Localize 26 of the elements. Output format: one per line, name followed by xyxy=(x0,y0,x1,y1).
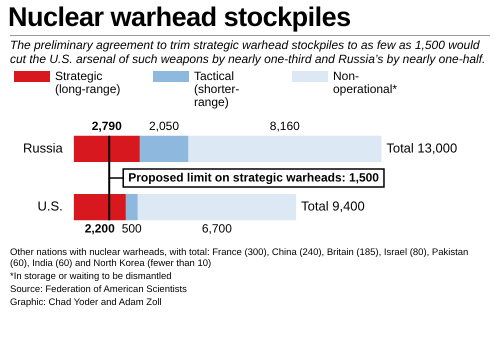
y-tick-label: Russia xyxy=(22,140,64,156)
data-label: 2,200 xyxy=(84,222,116,236)
ref-line-label: Proposed limit on strategic warheads: 1,500 xyxy=(128,170,380,184)
bar xyxy=(74,136,140,162)
legend-label: Non-operational* xyxy=(333,69,398,96)
data-label: 2,790 xyxy=(92,119,122,134)
chart-subtitle: The preliminary agreement to trim strategic warhead stockpiles to as few as 1,500 would cut the U.S. arsenal of such weapons by nearly one-third and Russia’s by nearly one-half. xyxy=(10,35,490,66)
legend-label: Strategic (long-range) xyxy=(55,69,122,96)
bar xyxy=(138,194,296,220)
data-label: 6,700 xyxy=(202,222,232,236)
data-label: 8,160 xyxy=(270,119,300,134)
total-label: Total 13,000 xyxy=(386,140,458,156)
text: *In storage or waiting to be dismantled xyxy=(10,271,173,282)
legend-label: Tactical (shorter-range) xyxy=(194,69,240,109)
bar xyxy=(140,136,188,162)
text: Graphic: Chad Yoder and Adam Zoll xyxy=(10,297,163,308)
y-tick-label: U.S. xyxy=(37,198,63,214)
bar xyxy=(126,194,138,220)
bar xyxy=(188,136,382,162)
chart-title: Nuclear warhead stockpiles xyxy=(8,2,352,33)
total-label: Total 9,400 xyxy=(301,198,365,214)
text: Other nations with nuclear warheads, with total: France (300), China (240), Britain (185), Israel (80), Pakistan (60), India (60) and North Korea (fewer than 10) xyxy=(10,247,470,269)
data-label: 2,050 xyxy=(148,119,180,134)
bar xyxy=(74,194,126,220)
source-note: Source: Federation of American Scientists xyxy=(10,284,188,295)
data-label: 500 xyxy=(122,222,142,236)
